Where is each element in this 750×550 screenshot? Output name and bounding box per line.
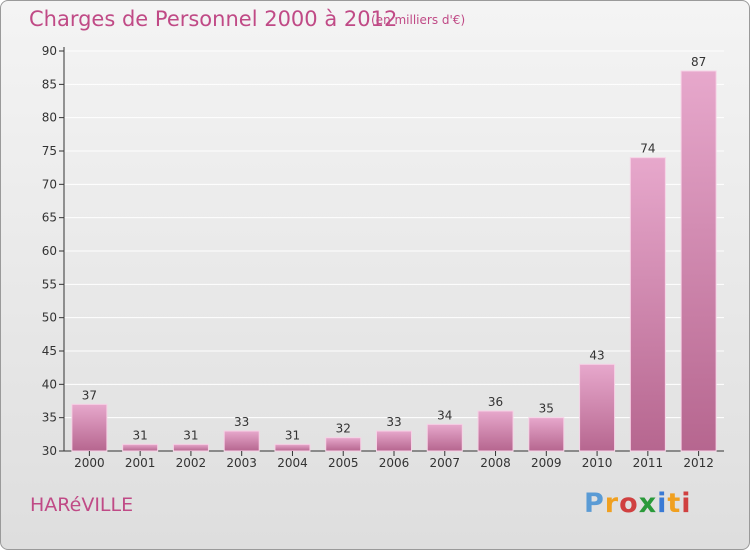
proxiti-logo: Proxiti xyxy=(584,488,692,519)
x-tick-label: 2001 xyxy=(125,456,156,470)
y-tick-label: 80 xyxy=(42,111,57,125)
logo-letter: i xyxy=(657,488,668,519)
y-tick-label: 60 xyxy=(42,244,57,258)
logo-letter: P xyxy=(584,488,605,519)
bar-value-label: 34 xyxy=(437,408,452,422)
logo-letter: x xyxy=(638,488,658,519)
x-tick-label: 2002 xyxy=(176,456,207,470)
bar-value-label: 37 xyxy=(82,388,97,402)
x-tick-label: 2005 xyxy=(328,456,359,470)
bar xyxy=(274,443,311,452)
y-tick-label: 30 xyxy=(42,444,57,458)
bar-value-label: 36 xyxy=(488,395,503,409)
bar-value-label: 87 xyxy=(691,55,706,69)
x-tick-label: 2004 xyxy=(277,456,308,470)
y-tick-label: 35 xyxy=(42,411,57,425)
x-tick-label: 2000 xyxy=(74,456,105,470)
bar xyxy=(528,417,565,452)
bar-value-label: 43 xyxy=(589,348,604,362)
bar xyxy=(172,443,209,452)
chart-subtitle: (en milliers d'€) xyxy=(371,13,466,27)
x-tick-label: 2011 xyxy=(633,456,664,470)
y-tick-label: 90 xyxy=(42,44,57,58)
bar xyxy=(629,157,666,452)
bar xyxy=(376,430,412,452)
logo-letter: t xyxy=(667,488,682,519)
bar xyxy=(477,410,514,452)
bar-value-label: 33 xyxy=(386,415,401,429)
x-tick-label: 2010 xyxy=(582,456,613,470)
logo-letter: o xyxy=(619,488,639,519)
y-tick-label: 40 xyxy=(42,377,57,391)
y-tick-label: 55 xyxy=(42,277,57,291)
x-tick-label: 2012 xyxy=(683,456,714,470)
bar-value-label: 31 xyxy=(133,428,148,442)
x-tick-label: 2009 xyxy=(531,456,562,470)
y-tick-label: 45 xyxy=(42,344,57,358)
bar-value-label: 74 xyxy=(640,142,655,156)
chart-title: Charges de Personnel 2000 à 2012 xyxy=(29,7,398,31)
bar xyxy=(680,70,717,452)
y-tick-label: 65 xyxy=(42,211,57,225)
logo-letter: r xyxy=(604,488,620,519)
y-tick-label: 50 xyxy=(42,311,57,325)
bar-value-label: 32 xyxy=(336,422,351,436)
bar xyxy=(325,437,362,452)
bar-value-label: 33 xyxy=(234,415,249,429)
y-tick-label: 75 xyxy=(42,144,57,158)
y-tick-label: 85 xyxy=(42,77,57,91)
bar-value-label: 31 xyxy=(183,428,198,442)
x-tick-label: 2006 xyxy=(379,456,410,470)
commune-name: HARéVILLE xyxy=(30,494,134,516)
bar xyxy=(71,403,108,452)
bar-value-label: 35 xyxy=(539,402,554,416)
bar xyxy=(426,423,463,452)
bar xyxy=(122,443,159,452)
bar xyxy=(223,430,260,452)
x-tick-label: 2008 xyxy=(480,456,511,470)
x-tick-label: 2007 xyxy=(429,456,460,470)
x-tick-label: 2003 xyxy=(226,456,257,470)
logo-letter: i xyxy=(681,488,692,519)
y-tick-label: 70 xyxy=(42,177,57,191)
bar xyxy=(579,363,616,452)
bar-value-label: 31 xyxy=(285,428,300,442)
